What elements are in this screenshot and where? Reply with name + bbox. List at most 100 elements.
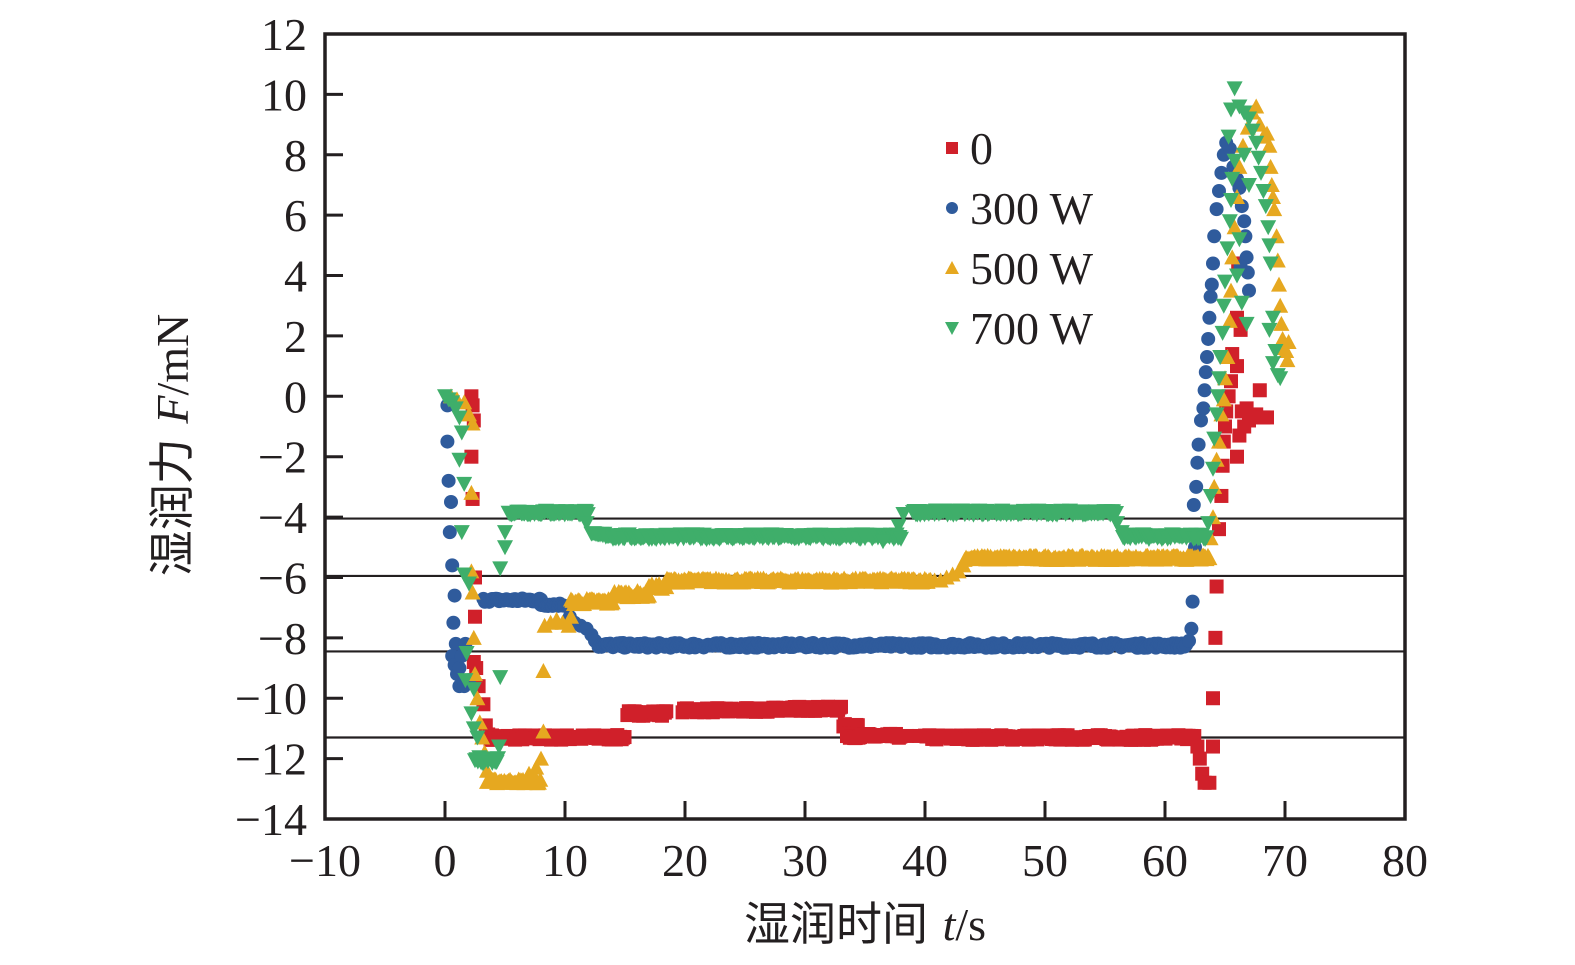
data-point xyxy=(469,730,486,746)
data-point xyxy=(463,484,480,500)
data-point xyxy=(1250,150,1267,166)
data-point xyxy=(1222,141,1237,156)
y-tick-label: 10 xyxy=(261,69,307,120)
data-point xyxy=(1233,295,1250,311)
data-point xyxy=(1184,621,1199,636)
legend-marker xyxy=(945,261,959,274)
data-point xyxy=(490,751,507,767)
data-point xyxy=(1223,193,1239,209)
data-point xyxy=(1205,461,1221,477)
x-tick-label: 80 xyxy=(1382,835,1428,886)
y-tick-label: −2 xyxy=(258,432,307,483)
data-point xyxy=(659,704,674,719)
y-tick-label: 2 xyxy=(284,311,307,362)
data-point xyxy=(1238,316,1255,332)
data-point xyxy=(1217,274,1233,290)
y-tick-label: 8 xyxy=(284,130,307,181)
data-point xyxy=(446,615,461,630)
legend-marker xyxy=(945,322,959,335)
data-point xyxy=(535,663,552,679)
data-point xyxy=(1262,256,1279,272)
data-point xyxy=(528,759,545,775)
data-point xyxy=(1226,153,1243,169)
legend-marker xyxy=(946,202,958,214)
data-point xyxy=(1221,312,1238,328)
data-point xyxy=(464,449,479,464)
data-series xyxy=(437,81,1297,791)
data-point xyxy=(1202,488,1219,504)
y-tick-label: −4 xyxy=(258,492,307,543)
data-point xyxy=(1196,401,1211,416)
legend-item: 500 W xyxy=(945,243,1094,294)
data-point xyxy=(1280,333,1297,349)
data-point xyxy=(1248,98,1265,114)
data-point xyxy=(441,473,456,488)
data-point xyxy=(1244,123,1261,139)
data-point xyxy=(457,673,474,689)
legend-label: 300 W xyxy=(970,183,1094,234)
y-tick-label: −10 xyxy=(235,673,307,724)
data-point xyxy=(1219,349,1236,365)
data-point xyxy=(1109,516,1125,532)
y-axis-title: 湿润力 F/mN xyxy=(145,314,199,577)
data-point xyxy=(1267,344,1284,360)
x-axis-title-cn: 湿润时间 xyxy=(744,897,943,951)
data-point xyxy=(1190,455,1205,470)
data-point xyxy=(895,507,912,523)
data-point xyxy=(1200,350,1214,365)
data-point xyxy=(1198,530,1215,546)
data-point xyxy=(1253,165,1269,181)
data-point xyxy=(578,516,595,532)
data-point xyxy=(1278,343,1295,359)
data-point xyxy=(1218,419,1232,434)
legend-label: 0 xyxy=(970,123,993,174)
data-point xyxy=(1260,410,1274,425)
x-tick-label: 70 xyxy=(1262,835,1308,886)
data-point xyxy=(492,670,509,686)
y-axis-title-unit: /mN xyxy=(147,314,198,396)
data-point xyxy=(1273,315,1290,331)
data-point xyxy=(1232,428,1247,443)
data-point xyxy=(497,540,513,556)
data-point xyxy=(451,452,468,468)
x-axis-title-var: t xyxy=(943,899,957,950)
y-tick-label: 6 xyxy=(284,190,307,241)
data-point xyxy=(453,525,470,541)
data-point xyxy=(1261,322,1278,338)
data-point xyxy=(1236,147,1253,163)
data-point xyxy=(465,682,482,698)
data-point xyxy=(563,608,579,624)
data-point xyxy=(465,629,482,645)
legend-label: 500 W xyxy=(970,243,1094,294)
data-point xyxy=(900,728,914,743)
data-point xyxy=(893,531,909,547)
data-point xyxy=(458,645,475,661)
data-point xyxy=(1230,449,1244,464)
data-point xyxy=(1215,298,1232,314)
data-point xyxy=(1265,310,1281,326)
data-point xyxy=(442,525,457,540)
plot-frame xyxy=(323,32,1407,821)
data-point xyxy=(1261,238,1278,254)
data-point xyxy=(834,699,848,714)
data-point xyxy=(579,507,596,523)
series-700w xyxy=(437,81,1289,772)
data-point xyxy=(1224,249,1241,265)
data-point xyxy=(448,636,463,651)
data-point xyxy=(1212,184,1226,198)
y-tick-label: −12 xyxy=(235,734,307,785)
data-point xyxy=(1231,158,1248,174)
data-point xyxy=(1201,331,1216,346)
data-point xyxy=(1260,220,1277,236)
y-tick-label: −6 xyxy=(258,552,307,603)
y-tick-label: 12 xyxy=(261,9,307,60)
y-axis-title-cn: 湿润力 xyxy=(145,424,199,577)
x-axis-title-unit: /s xyxy=(955,899,986,950)
x-tick-label: 40 xyxy=(902,835,948,886)
data-point xyxy=(617,730,632,745)
data-point xyxy=(1241,177,1257,193)
data-point xyxy=(1207,229,1222,244)
legend-label: 700 W xyxy=(970,303,1094,354)
data-point xyxy=(1185,594,1200,609)
legend: 0 300 W 500 W 700 W xyxy=(945,123,1094,354)
